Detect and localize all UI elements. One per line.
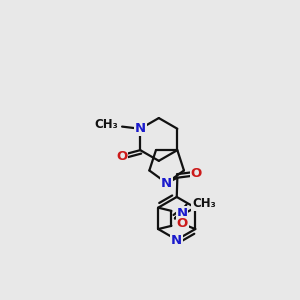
Text: N: N xyxy=(177,206,188,220)
Text: O: O xyxy=(176,217,188,230)
Text: CH₃: CH₃ xyxy=(95,118,118,131)
Text: O: O xyxy=(190,167,202,180)
Text: N: N xyxy=(161,177,172,190)
Text: CH₃: CH₃ xyxy=(192,197,216,210)
Text: N: N xyxy=(171,235,182,248)
Text: O: O xyxy=(116,150,128,163)
Text: N: N xyxy=(135,122,146,135)
